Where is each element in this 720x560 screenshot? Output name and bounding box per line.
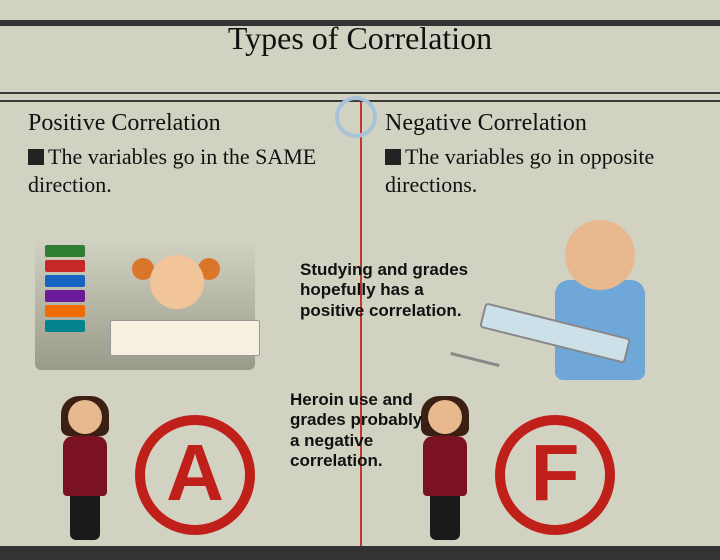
vertical-divider <box>360 102 362 552</box>
open-book-icon <box>110 320 260 356</box>
syringe-needle-icon <box>450 352 499 367</box>
grade-f-stamp-icon: F <box>495 415 615 535</box>
top-bar <box>0 20 720 26</box>
woman-figure-left <box>55 400 115 540</box>
right-heading: Negative Correlation <box>385 110 695 137</box>
bullet-box-icon <box>385 149 401 165</box>
left-heading: Positive Correlation <box>28 110 338 137</box>
nurse-head-icon <box>565 220 635 290</box>
right-column: Negative Correlation The variables go in… <box>375 110 705 198</box>
girl-head-icon <box>150 255 204 309</box>
right-bullet: The variables go in opposite directions. <box>385 143 695 198</box>
left-bullet-text: The variables go in the SAME direction. <box>28 144 316 197</box>
rule-1 <box>0 92 720 94</box>
left-column: Positive Correlation The variables go in… <box>18 110 348 198</box>
bottom-bar <box>0 546 720 560</box>
positive-caption: Studying and grades hopefully has a posi… <box>300 260 480 321</box>
grade-f-letter: F <box>531 433 580 513</box>
right-bullet-text: The variables go in opposite directions. <box>385 144 654 197</box>
bullet-box-icon <box>28 149 44 165</box>
grade-a-stamp-icon: A <box>135 415 255 535</box>
grade-a-letter: A <box>166 433 224 513</box>
book-stack-icon <box>45 245 85 335</box>
left-bullet: The variables go in the SAME direction. <box>28 143 338 198</box>
woman-figure-right <box>415 400 475 540</box>
